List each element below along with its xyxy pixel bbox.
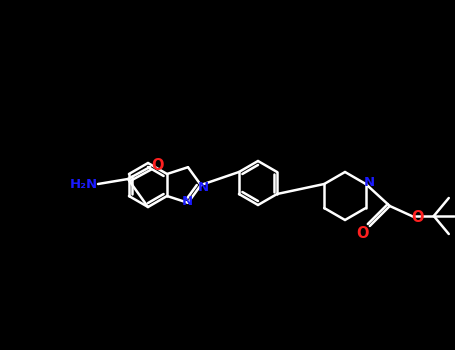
Text: O: O bbox=[411, 210, 424, 224]
Text: N: N bbox=[182, 195, 192, 208]
Text: N: N bbox=[364, 175, 375, 189]
Text: O: O bbox=[152, 159, 164, 174]
Text: O: O bbox=[357, 225, 369, 240]
Text: N: N bbox=[197, 182, 208, 195]
Text: H₂N: H₂N bbox=[70, 178, 98, 191]
